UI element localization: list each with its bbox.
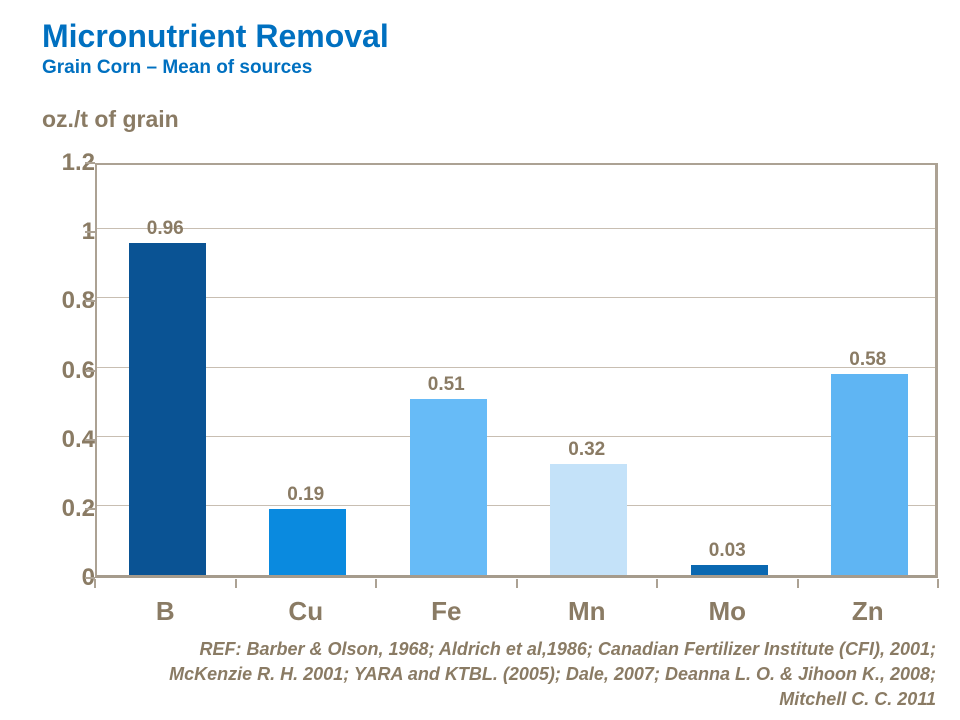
gridline bbox=[97, 228, 935, 230]
x-tick-mark bbox=[94, 579, 96, 588]
y-tick-mark bbox=[85, 369, 95, 372]
bar-value-label: 0.19 bbox=[287, 484, 325, 505]
x-tick-mark bbox=[656, 579, 658, 588]
y-tick-mark bbox=[85, 300, 95, 303]
x-category-label-mo: Mo bbox=[708, 596, 747, 626]
gridline bbox=[97, 297, 935, 299]
y-tick-mark bbox=[85, 577, 95, 579]
x-tick-mark bbox=[375, 579, 377, 588]
bar-value-label: 0.96 bbox=[146, 218, 184, 239]
reference-line: McKenzie R. H. 2001; YARA and KTBL. (200… bbox=[169, 664, 936, 684]
bar-value-label: 0.51 bbox=[427, 374, 465, 395]
x-category-label-cu: Cu bbox=[288, 596, 324, 626]
x-category-label-fe: Fe bbox=[431, 596, 462, 626]
x-category-label-b: B bbox=[155, 596, 175, 626]
bar-mn bbox=[550, 464, 628, 575]
bar-fe bbox=[409, 399, 487, 575]
bar-mo bbox=[690, 565, 768, 575]
bar-value-label: 0.58 bbox=[849, 349, 887, 370]
bar-b bbox=[128, 243, 206, 575]
y-tick-mark bbox=[85, 438, 95, 441]
plot-area bbox=[95, 163, 938, 578]
x-category-label-zn: Zn bbox=[851, 596, 884, 626]
y-tick-mark bbox=[85, 507, 95, 510]
gridline bbox=[97, 366, 935, 368]
gridline bbox=[97, 504, 935, 506]
y-tick-mark bbox=[85, 231, 95, 234]
x-tick-mark bbox=[937, 579, 939, 588]
x-tick-mark bbox=[796, 579, 799, 588]
x-tick-mark bbox=[234, 579, 237, 588]
y-tick-mark bbox=[85, 162, 95, 164]
bar-cu bbox=[269, 509, 347, 575]
x-category-label-mn: Mn bbox=[567, 596, 606, 626]
y-axis-unit-label: oz./t of grain bbox=[42, 106, 179, 132]
bar-value-label: 0.03 bbox=[708, 540, 746, 561]
gridline bbox=[97, 435, 935, 437]
bar-value-label: 0.32 bbox=[568, 439, 606, 460]
chart-title: Micronutrient Removal bbox=[42, 18, 389, 54]
bar-zn bbox=[831, 374, 909, 575]
chart-subtitle: Grain Corn – Mean of sources bbox=[42, 57, 313, 78]
reference-line: REF: Barber & Olson, 1968; Aldrich et al… bbox=[199, 639, 936, 659]
reference-citations: REF: Barber & Olson, 1968; Aldrich et al… bbox=[60, 637, 936, 712]
x-tick-mark bbox=[515, 579, 518, 588]
reference-line: Mitchell C. C. 2011 bbox=[779, 689, 936, 709]
